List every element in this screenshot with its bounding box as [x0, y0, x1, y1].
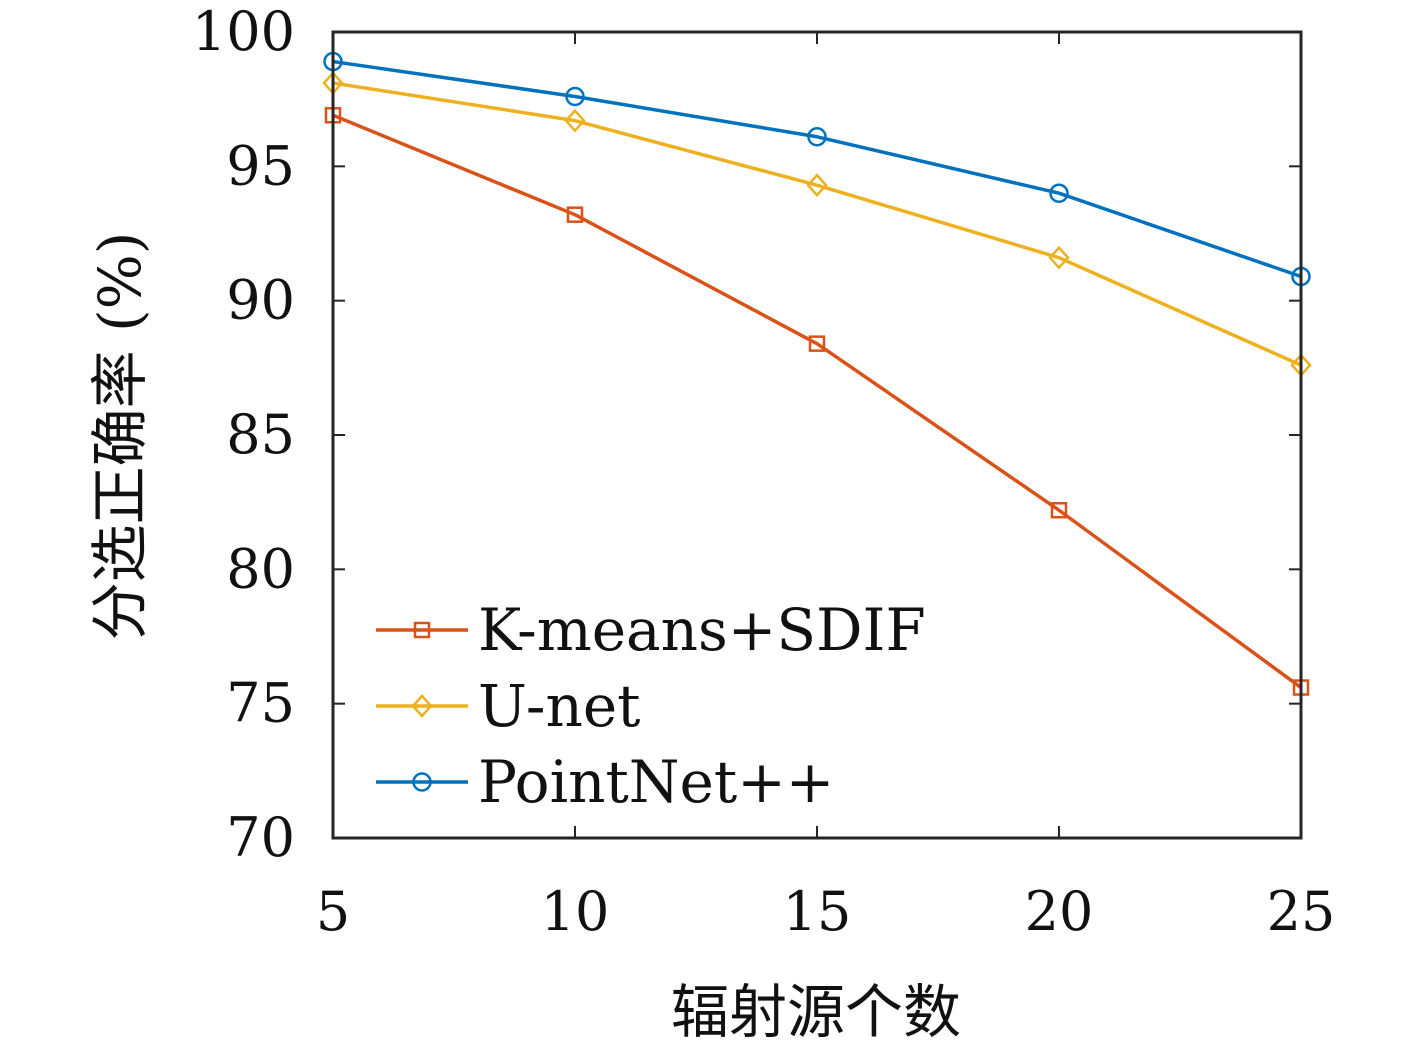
y-tick-label: 90	[226, 269, 295, 332]
data-point	[806, 173, 828, 198]
legend-marker	[412, 772, 432, 792]
x-axis-label: 辐射源个数	[671, 978, 961, 1046]
data-point	[565, 86, 585, 107]
y-tick-label: 95	[226, 134, 295, 197]
data-point	[1048, 245, 1070, 270]
x-tick-label: 5	[316, 880, 350, 943]
data-point	[564, 108, 586, 133]
data-point	[808, 335, 826, 352]
data-point	[1050, 501, 1068, 519]
y-axis-label: 分选正确率 (%)	[86, 232, 154, 641]
legend-label: PointNet++	[478, 748, 834, 816]
plot-area-frame	[331, 30, 1303, 840]
series-line	[332, 113, 1303, 689]
legend-item: K-means+SDIF	[376, 596, 926, 664]
data-point	[807, 127, 827, 147]
y-axis-ticks: 70 75 80 85 90 95 100	[192, 0, 1301, 869]
x-tick-label: 15	[783, 880, 852, 943]
x-tick-label: 10	[541, 880, 610, 943]
y-tick-label: 100	[192, 0, 295, 63]
legend-item: PointNet++	[376, 748, 834, 816]
data-point	[1049, 183, 1069, 203]
y-tick-label: 85	[226, 403, 295, 466]
series-pointnet-	[323, 51, 1311, 287]
y-tick-label: 70	[226, 806, 295, 869]
data-point	[566, 206, 584, 223]
y-tick-label: 75	[226, 672, 295, 735]
legend-label: K-means+SDIF	[478, 596, 926, 664]
y-tick-label: 80	[226, 537, 295, 600]
x-tick-label: 20	[1025, 880, 1094, 943]
series-line	[332, 81, 1302, 367]
series-line	[332, 59, 1302, 279]
legend-item: U-net	[376, 672, 640, 740]
legend-label: U-net	[478, 672, 640, 740]
legend-marker	[411, 694, 433, 718]
legend: K-means+SDIF U-net PointNet++	[376, 596, 926, 816]
x-axis-ticks: 5 10 15 20 25	[316, 32, 1336, 943]
series-u-net	[322, 71, 1312, 378]
x-tick-label: 25	[1267, 880, 1336, 943]
legend-marker	[413, 621, 431, 639]
